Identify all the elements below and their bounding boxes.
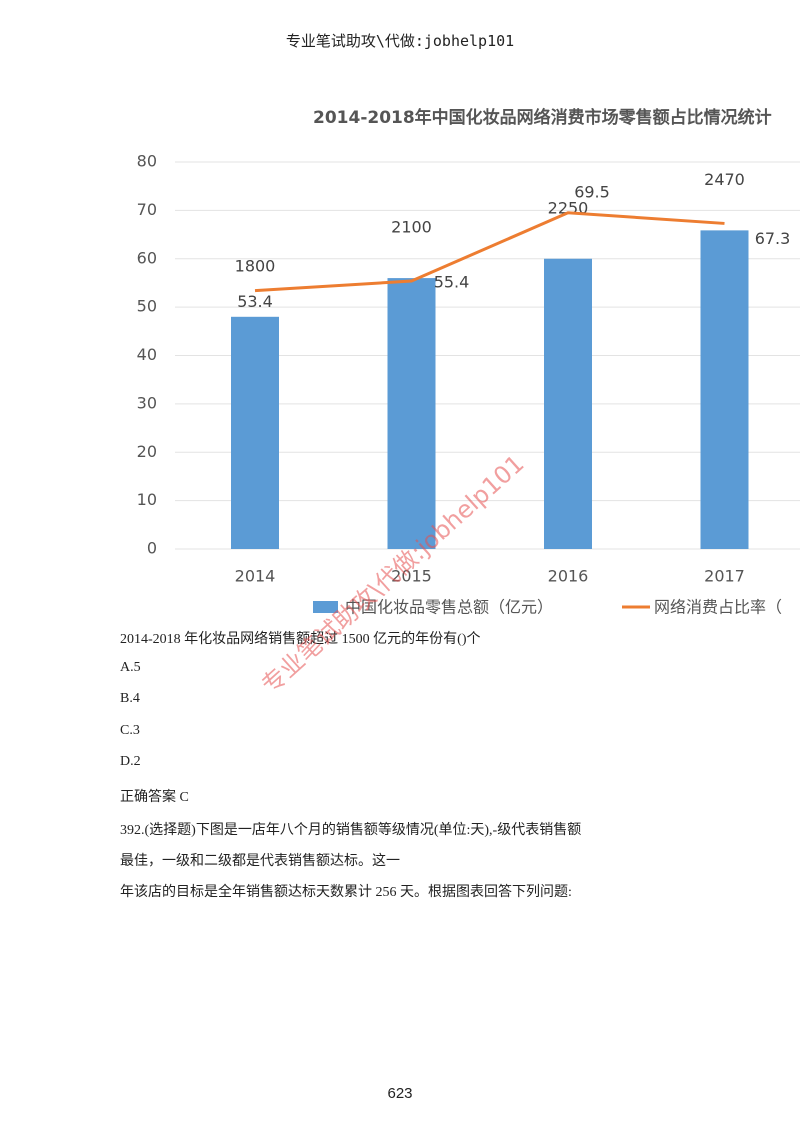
question-text: 最佳，一级和二级都是代表销售额达标。这一 xyxy=(120,854,400,869)
bar xyxy=(387,278,436,549)
header: 专业笔试助攻\代做:jobhelp101 xyxy=(285,32,515,50)
legend-label: 网络消费占比率（ xyxy=(654,598,782,617)
value-label: 2100 xyxy=(391,218,432,237)
y-tick-label: 80 xyxy=(137,152,157,171)
y-tick-label: 70 xyxy=(137,200,157,219)
x-tick-label: 2015 xyxy=(391,567,432,586)
legend-swatch xyxy=(313,601,338,613)
line xyxy=(254,211,725,293)
option: C.3 xyxy=(120,723,140,738)
y-tick-label: 30 xyxy=(137,393,157,412)
legend-label: 中国化妆品零售总额（亿元） xyxy=(345,598,553,617)
x-tick-label: 2016 xyxy=(548,567,589,586)
question: 2014-2018 年化妆品网络销售额超过 1500 亿元的年份有()个 xyxy=(120,632,481,647)
value-label: 67.3 xyxy=(755,229,791,248)
y-tick-label: 50 xyxy=(137,297,157,316)
y-tick-label: 0 xyxy=(147,539,157,558)
y-tick-label: 40 xyxy=(137,345,157,364)
option: A.5 xyxy=(120,660,141,675)
bar xyxy=(231,316,279,549)
chart-title: 2014-2018年中国化妆品网络消费市场零售额占比情况统计 xyxy=(313,107,772,128)
x-tick-label: 2017 xyxy=(704,567,745,586)
x-tick-label: 2014 xyxy=(235,567,276,586)
chart: 2014-2018年中国化妆品网络消费市场零售额占比情况统计 0 10 20 30 40… xyxy=(137,107,800,617)
value-label: 55.4 xyxy=(434,273,470,292)
value-label: 1800 xyxy=(235,256,276,275)
page-number: 623 xyxy=(387,1085,413,1102)
y-tick-label: 10 xyxy=(137,490,157,509)
option: B.4 xyxy=(120,691,140,706)
value-label: 2470 xyxy=(704,170,745,189)
question-text: 年该店的目标是全年销售额达标天数累计 256 天。根据图表回答下列问题: xyxy=(120,885,572,900)
y-tick-label: 60 xyxy=(137,248,157,267)
bar xyxy=(700,230,749,549)
y-tick-label: 20 xyxy=(137,442,157,461)
option: D.2 xyxy=(120,754,141,769)
bar xyxy=(544,258,592,549)
question-text: 392.(选择题)下图是一店年八个月的销售额等级情况(单位:天),-级代表销售额 xyxy=(120,823,582,838)
value-label: 69.5 xyxy=(574,182,610,201)
value-label: 53.4 xyxy=(237,292,273,311)
answer: 正确答案 C xyxy=(120,790,189,805)
